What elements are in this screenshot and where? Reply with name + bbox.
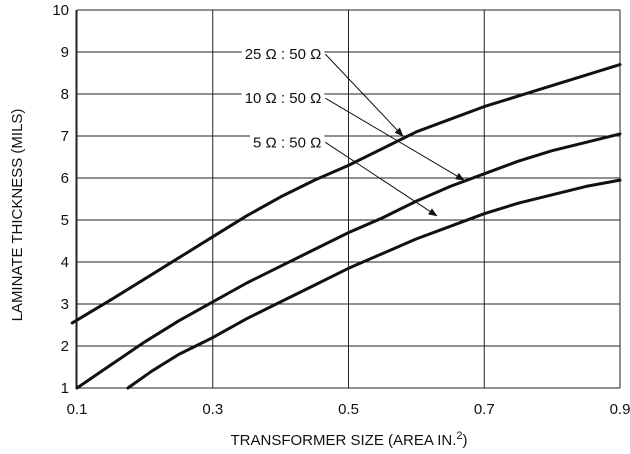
- x-tick-label: 0.1: [67, 401, 88, 418]
- series-label: 10 Ω : 50 Ω: [245, 90, 322, 107]
- y-tick-label: 10: [52, 2, 69, 19]
- tick-labels: 1 2 3 4 5 6 7 8 9 10 0.1 0.3 0.5 0.7 0.9: [52, 2, 630, 418]
- series-label: 25 Ω : 50 Ω: [245, 46, 322, 63]
- y-tick-label: 3: [61, 296, 69, 313]
- label-pointer: [325, 97, 465, 181]
- curves: [70, 63, 622, 390]
- curve-labels: 25 Ω : 50 Ω 10 Ω : 50 Ω 5 Ω : 50 Ω: [241, 45, 465, 217]
- grid: [75, 9, 621, 389]
- label-pointer: [325, 141, 438, 217]
- y-tick-label: 6: [61, 170, 69, 187]
- x-axis-title: TRANSFORMER SIZE (AREA IN.2): [231, 430, 468, 449]
- y-tick-label: 8: [61, 86, 69, 103]
- series-line: [75, 132, 622, 390]
- y-tick-label: 1: [61, 380, 69, 397]
- y-tick-label: 7: [61, 128, 69, 145]
- y-tick-label: 4: [61, 254, 69, 271]
- y-axis-title: LAMINATE THICKNESS (MILS): [9, 109, 26, 322]
- x-tick-label: 0.9: [610, 401, 630, 418]
- series-line: [70, 63, 622, 325]
- x-tick-label: 0.7: [474, 401, 495, 418]
- x-tick-label: 0.5: [338, 401, 359, 418]
- y-tick-label: 9: [61, 44, 69, 61]
- label-backing: [241, 45, 325, 65]
- label-backing: [241, 89, 325, 109]
- label-pointer: [324, 53, 404, 137]
- x-tick-label: 0.3: [202, 401, 223, 418]
- series-line: [126, 178, 622, 390]
- y-tick-label: 5: [61, 212, 69, 229]
- label-backing: [250, 133, 325, 153]
- series-label: 5 Ω : 50 Ω: [253, 134, 321, 151]
- y-tick-label: 2: [61, 338, 69, 355]
